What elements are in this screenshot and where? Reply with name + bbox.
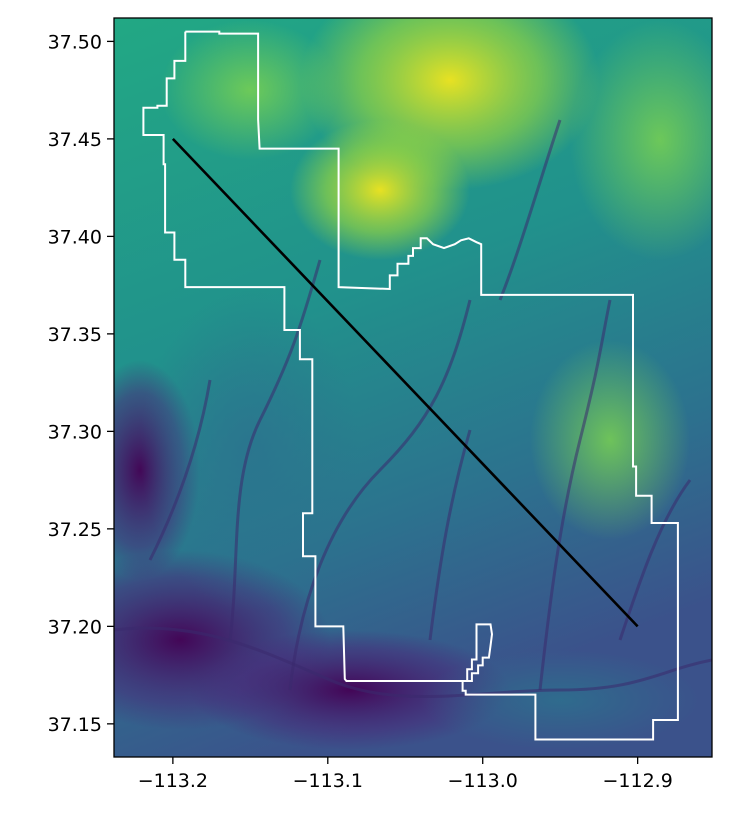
x-tick-label: −113.2 [138,770,208,792]
y-tick-label: 37.40 [48,226,102,248]
elevation-raster [114,18,712,757]
drainage-channels [114,119,712,699]
x-tick-label: −113.1 [293,770,363,792]
x-tick-label: −113.0 [448,770,518,792]
x-tick-label: −112.9 [602,770,672,792]
y-tick-label: 37.50 [48,31,102,53]
y-axis: 37.15 37.20 37.25 37.30 37.35 37.40 37.45 37.50 [48,31,114,736]
y-tick-label: 37.15 [48,714,102,736]
axes-frame [113,17,713,758]
transect-line [171,137,639,628]
y-tick-label: 37.20 [48,616,102,638]
y-tick-label: 37.30 [48,421,102,443]
y-tick-label: 37.45 [48,129,102,151]
y-tick-label: 37.35 [48,324,102,346]
x-axis: −113.2 −113.1 −113.0 −112.9 [138,757,673,792]
y-tick-label: 37.25 [48,519,102,541]
park-boundary [142,30,679,741]
